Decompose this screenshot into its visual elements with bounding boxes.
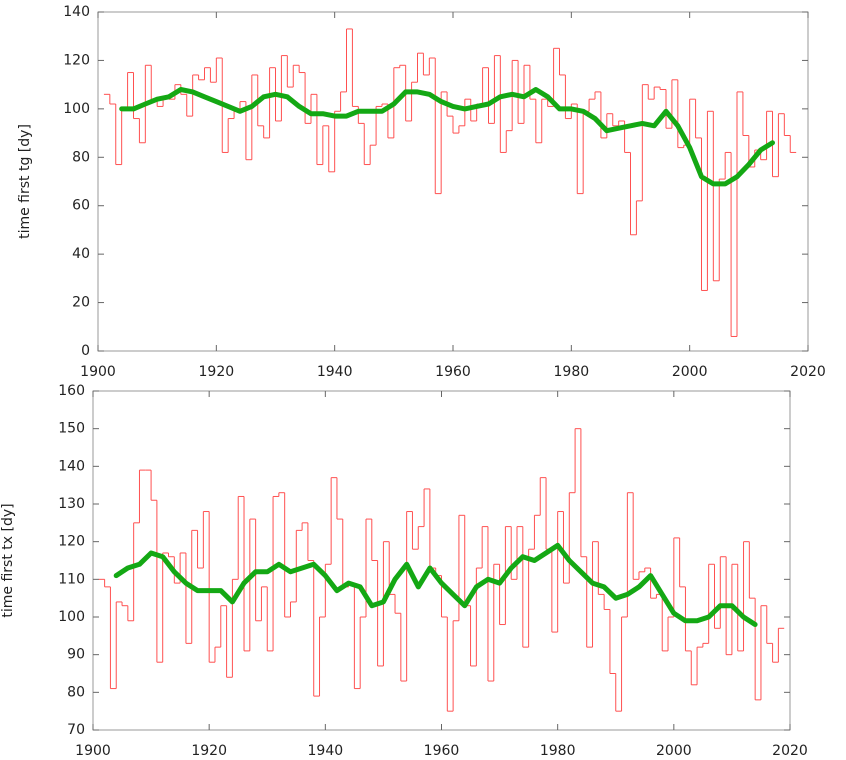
x-tick-label: 1940: [308, 743, 344, 759]
y-tick-label: 110: [58, 571, 85, 587]
x-tick-label: 1960: [435, 364, 471, 380]
x-tick-label: 1900: [80, 364, 116, 380]
x-tick-label: 1900: [75, 743, 111, 759]
x-tick-label: 2020: [772, 743, 808, 759]
y-tick-label: 60: [72, 198, 90, 214]
y-tick-label: 90: [67, 647, 85, 663]
y-tick-label: 100: [58, 609, 85, 625]
y-tick-label: 140: [63, 4, 90, 20]
x-tick-label: 1980: [554, 364, 590, 380]
x-tick-label: 2000: [672, 364, 708, 380]
y-tick-label: 80: [67, 684, 85, 700]
y-tick-label: 160: [58, 383, 85, 399]
x-tick-label: 1960: [424, 743, 460, 759]
y-tick-label: 40: [72, 246, 90, 262]
y-tick-label: 0: [81, 343, 90, 359]
y-axis-label: time first tx [dy]: [0, 503, 16, 617]
y-tick-label: 130: [58, 496, 85, 512]
x-tick-label: 2000: [656, 743, 692, 759]
smooth-line: [113, 542, 758, 627]
y-tick-label: 120: [58, 534, 85, 550]
x-tick-label: 1920: [199, 364, 235, 380]
y-tick-label: 100: [63, 101, 90, 117]
y-tick-label: 120: [63, 52, 90, 68]
smooth-line: [119, 87, 775, 187]
x-tick-label: 2020: [790, 364, 826, 380]
y-tick-label: 80: [72, 149, 90, 165]
y-tick-label: 20: [72, 295, 90, 311]
x-tick-label: 1940: [317, 364, 353, 380]
y-axis-label: time first tg [dy]: [17, 124, 33, 239]
y-tick-label: 70: [67, 722, 85, 738]
y-tick-label: 150: [58, 421, 85, 437]
y-tick-label: 140: [58, 458, 85, 474]
x-tick-label: 1920: [191, 743, 227, 759]
x-tick-label: 1980: [540, 743, 576, 759]
